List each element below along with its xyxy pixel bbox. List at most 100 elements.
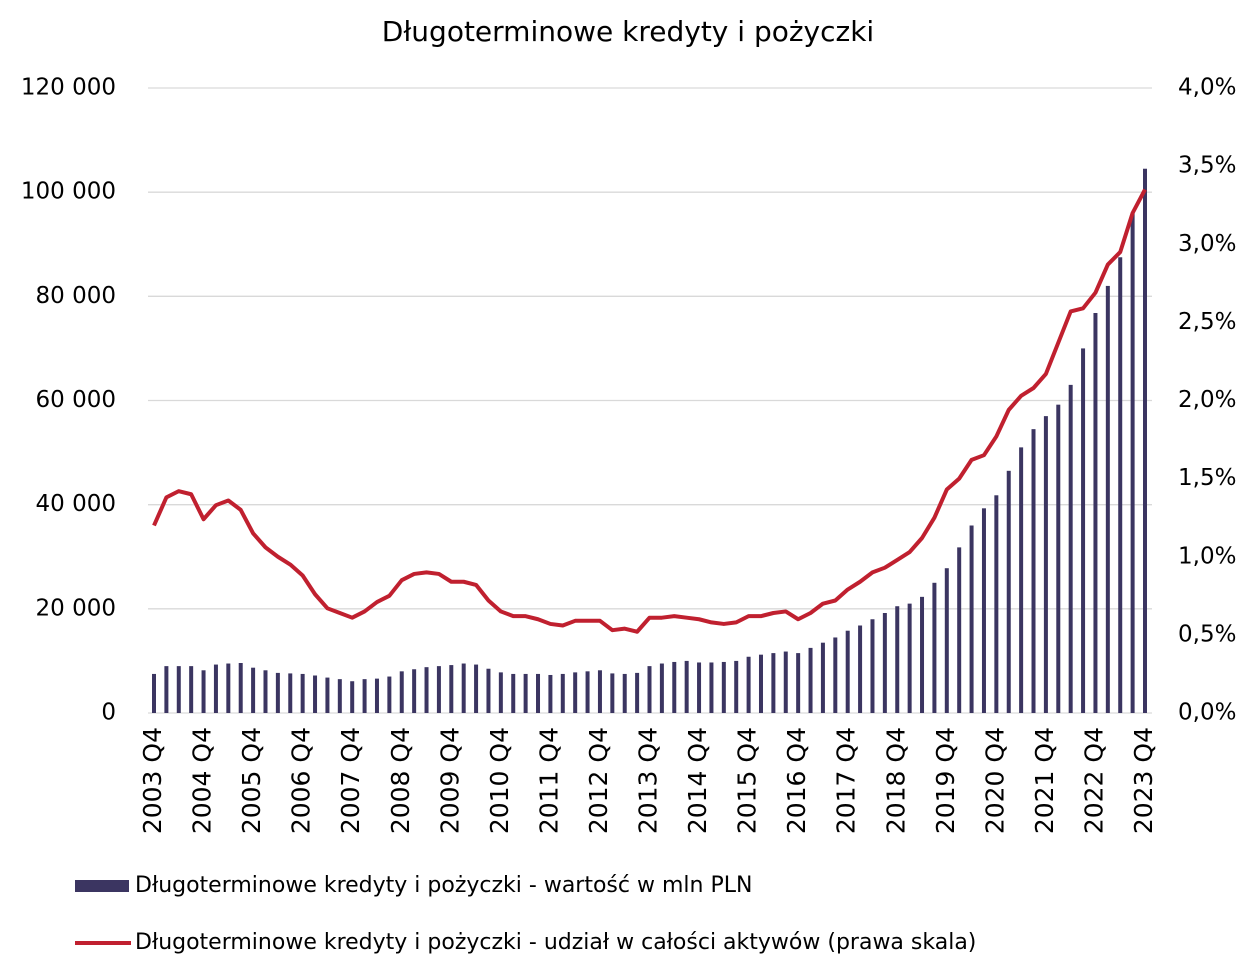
bar (697, 662, 702, 713)
bar (1043, 416, 1048, 713)
bar (251, 667, 256, 713)
bar (176, 666, 181, 713)
bar (672, 661, 677, 713)
bar (152, 673, 156, 713)
x-tick-label: 2003 Q4 (138, 727, 167, 834)
bar (585, 671, 590, 713)
bar (746, 656, 751, 713)
bar (659, 663, 664, 713)
bar (622, 673, 627, 713)
bar (981, 508, 986, 713)
bar (412, 669, 417, 713)
bar (424, 667, 429, 713)
bar (1105, 285, 1110, 713)
bar (721, 661, 726, 713)
y2-tick-label: 1,0% (1178, 543, 1236, 569)
bar (436, 666, 441, 713)
bar (263, 670, 268, 713)
bar (201, 670, 206, 713)
bar (920, 596, 925, 713)
bar (350, 681, 355, 713)
bar (1093, 313, 1098, 713)
bar (734, 660, 739, 713)
bar (796, 653, 801, 713)
x-tick-label: 2010 Q4 (485, 727, 514, 834)
bar (238, 663, 243, 713)
y2-tick-label: 3,0% (1178, 231, 1236, 257)
bar (994, 495, 999, 713)
bar (337, 679, 342, 713)
y-tick-label: 120 000 (21, 75, 116, 101)
x-tick-label: 2021 Q4 (1030, 727, 1059, 834)
bar (610, 673, 615, 713)
x-tick-label: 2018 Q4 (881, 727, 910, 834)
x-tick-label: 2017 Q4 (832, 727, 861, 834)
line (152, 188, 1147, 634)
y-tick-label: 60 000 (36, 387, 116, 413)
bar (300, 673, 305, 713)
bar (1006, 470, 1011, 713)
y-tick-label: 0 (101, 700, 116, 726)
bar (758, 654, 763, 713)
bar (374, 678, 379, 713)
bar (647, 666, 652, 713)
bar (523, 673, 528, 713)
x-tick-label: 2013 Q4 (634, 727, 663, 834)
x-tick-label: 2022 Q4 (1079, 727, 1108, 834)
y2-tick-label: 2,5% (1178, 309, 1236, 335)
bar (548, 674, 553, 713)
bar (820, 642, 825, 713)
bar (1031, 429, 1036, 713)
x-tick-label: 2014 Q4 (683, 727, 712, 834)
bar (1068, 384, 1073, 713)
y2-tick-label: 2,0% (1178, 387, 1236, 413)
bar (957, 547, 962, 713)
bar (845, 630, 850, 713)
bar (288, 673, 293, 713)
bar (1019, 447, 1024, 713)
bar (498, 672, 503, 713)
bar (882, 613, 887, 713)
bar (808, 647, 813, 713)
bar (325, 677, 330, 713)
y2-tick-label: 0,5% (1178, 621, 1236, 647)
bar (1130, 213, 1135, 713)
x-tick-label: 2023 Q4 (1129, 727, 1158, 834)
bar (486, 668, 491, 713)
bar (511, 673, 516, 713)
x-tick-label: 2004 Q4 (188, 727, 217, 834)
bar (226, 663, 231, 713)
bar (944, 568, 949, 713)
y2-tick-label: 4,0% (1178, 75, 1236, 101)
bar (313, 675, 318, 713)
bar (635, 672, 640, 713)
bar (858, 625, 863, 713)
x-tick-label: 2016 Q4 (782, 727, 811, 834)
y2-tick-label: 1,5% (1178, 465, 1236, 491)
x-tick-label: 2005 Q4 (237, 727, 266, 834)
x-tick-label: 2006 Q4 (287, 727, 316, 834)
bar (907, 603, 912, 713)
bar (189, 666, 194, 713)
bar (870, 619, 875, 713)
x-tick-label: 2015 Q4 (733, 727, 762, 834)
bar (1143, 168, 1147, 713)
bar (1056, 404, 1061, 713)
bar (771, 653, 776, 713)
legend-label: Długoterminowe kredyty i pożyczki - wart… (135, 873, 752, 898)
bar (474, 664, 479, 713)
y-tick-label: 100 000 (21, 179, 116, 205)
x-tick-label: 2008 Q4 (386, 727, 415, 834)
legend-label: Długoterminowe kredyty i pożyczki - udzi… (135, 930, 976, 955)
bar (560, 673, 565, 713)
bar (597, 670, 602, 713)
bar (684, 660, 689, 713)
bar (1081, 348, 1086, 713)
x-tick-label: 2009 Q4 (435, 727, 464, 834)
bar (449, 665, 454, 713)
chart-title: Długoterminowe kredyty i pożyczki (382, 15, 874, 48)
bar (399, 671, 404, 713)
bar (573, 672, 578, 713)
bar (362, 679, 367, 713)
